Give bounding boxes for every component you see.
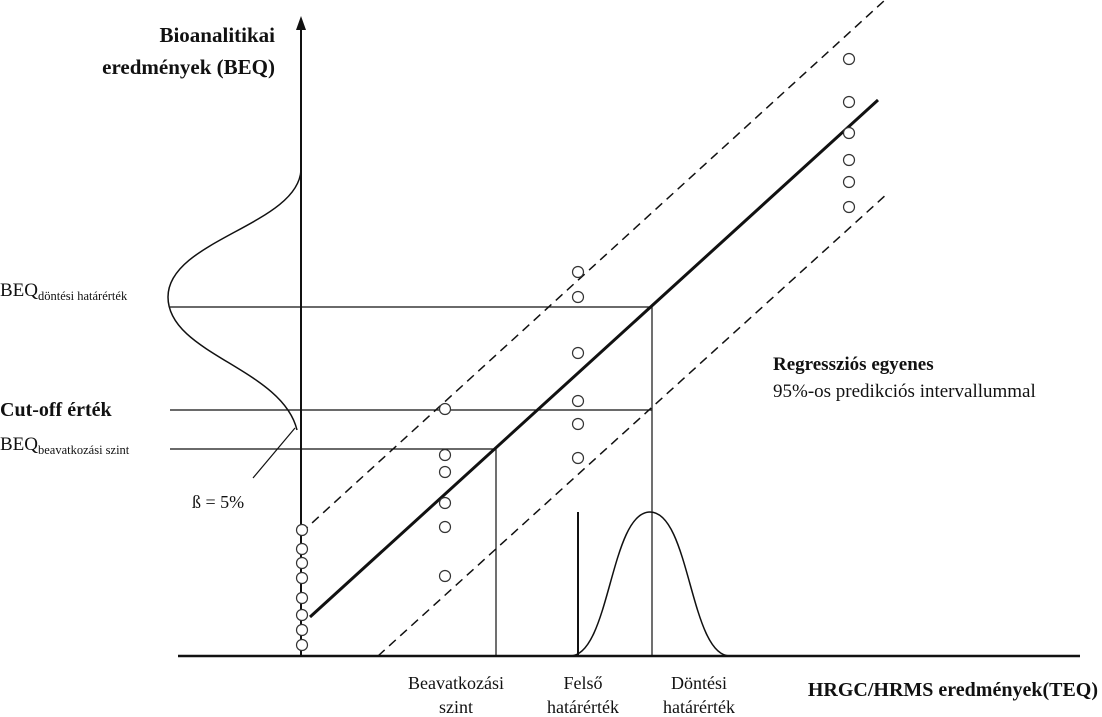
data-point bbox=[295, 556, 309, 570]
regression-legend-title: Regressziós egyenes bbox=[773, 354, 934, 375]
data-point bbox=[295, 591, 309, 605]
data-point bbox=[438, 402, 452, 416]
data-point bbox=[842, 126, 856, 140]
data-point bbox=[295, 571, 309, 585]
upper-prediction-bound bbox=[300, 0, 886, 534]
action-level-label-line2: szint bbox=[439, 697, 473, 717]
data-point bbox=[438, 465, 452, 479]
beq-distribution-curve bbox=[167, 169, 302, 431]
data-point bbox=[842, 95, 856, 109]
y-axis-title-line1: Bioanalitikai bbox=[159, 23, 275, 47]
data-point bbox=[842, 200, 856, 214]
lower-prediction-bound bbox=[377, 192, 889, 657]
decision-limit-label-line1: Döntési bbox=[671, 673, 727, 693]
data-point bbox=[438, 496, 452, 510]
data-point bbox=[842, 175, 856, 189]
data-point bbox=[438, 520, 452, 534]
decision-limit-label-line2: határérték bbox=[663, 697, 735, 717]
regression-legend-subtitle: 95%-os predikciós intervallummal bbox=[773, 381, 1036, 402]
beta-label: ß = 5% bbox=[192, 492, 244, 512]
action-level-label-line1: Beavatkozási bbox=[408, 673, 504, 693]
data-point bbox=[571, 346, 585, 360]
teq-distribution-curve bbox=[569, 511, 731, 657]
data-point bbox=[295, 638, 309, 652]
data-point bbox=[571, 290, 585, 304]
axes bbox=[178, 16, 1080, 658]
data-point bbox=[295, 623, 309, 637]
data-point bbox=[571, 451, 585, 465]
regression-line bbox=[308, 98, 880, 619]
beta-pointer bbox=[252, 427, 296, 479]
data-point bbox=[571, 417, 585, 431]
distributions bbox=[167, 169, 731, 657]
data-point bbox=[842, 52, 856, 66]
beq-decision-label: BEQdöntési határérték bbox=[0, 280, 128, 303]
reference-lines bbox=[170, 306, 653, 656]
y-axis-arrow bbox=[296, 16, 306, 30]
data-point bbox=[842, 153, 856, 167]
regression bbox=[300, 0, 889, 657]
x-axis-title: HRGC/HRMS eredmények(TEQ) bbox=[808, 679, 1098, 701]
beq-action-label: BEQbeavatkozási szint bbox=[0, 434, 130, 457]
upper-limit-label-line1: Felső bbox=[563, 673, 602, 693]
y-axis-title-line2: eredmények (BEQ) bbox=[102, 55, 275, 79]
data-point bbox=[438, 569, 452, 583]
upper-limit-label-line2: határérték bbox=[547, 697, 619, 717]
data-point bbox=[295, 523, 309, 537]
data-point bbox=[295, 542, 309, 556]
data-point bbox=[571, 394, 585, 408]
data-point bbox=[438, 448, 452, 462]
data-point bbox=[295, 608, 309, 622]
cutoff-label: Cut-off érték bbox=[0, 399, 112, 421]
data-points bbox=[295, 52, 856, 652]
beta-pointer-line bbox=[252, 427, 296, 479]
data-point bbox=[571, 265, 585, 279]
